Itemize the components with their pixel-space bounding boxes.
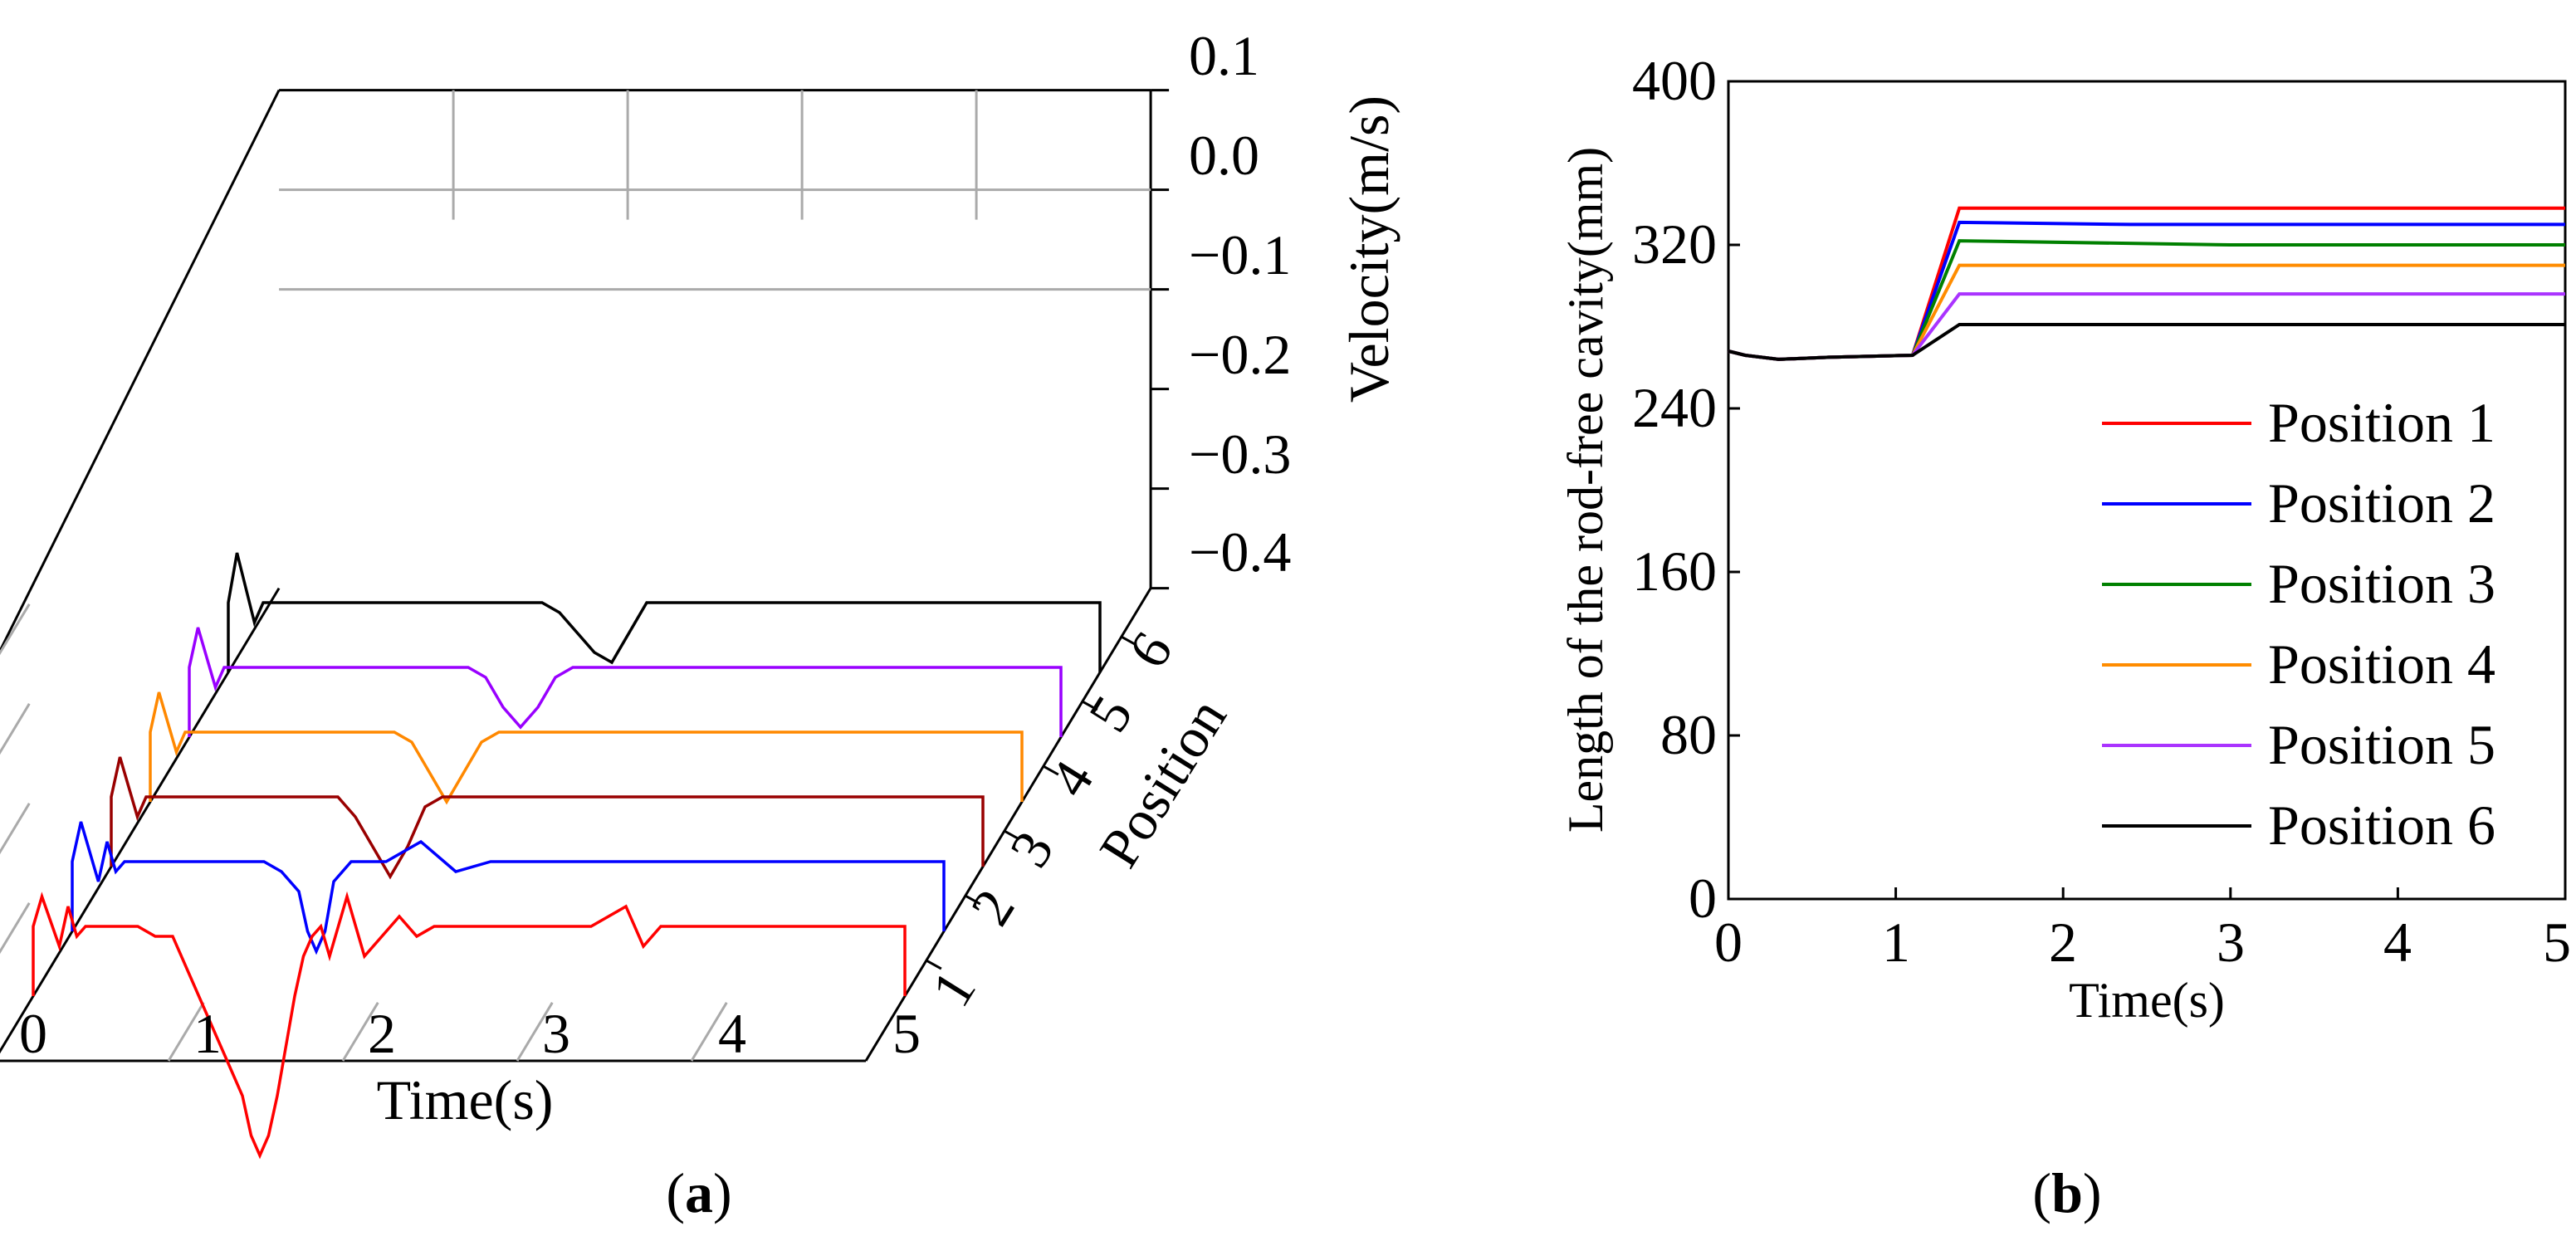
panel-a-velocity-tick-labels: 0.1 0.0 −0.1 −0.2 −0.3 −0.4 <box>1189 24 1291 584</box>
b-plot-frame <box>1727 80 2567 901</box>
a-x-tick-0: 0 <box>19 1002 47 1065</box>
a-grid-left-3 <box>0 603 31 656</box>
a-pos-tick-5: 5 <box>1076 685 1144 742</box>
panel-a-frame <box>0 89 1170 1063</box>
b-series-line-position-1 <box>1728 206 2565 361</box>
a-series-line-position-1 <box>32 891 907 1160</box>
a-frame-right-floor <box>864 587 1152 1062</box>
b-legend-label-position-2: Position 2 <box>2268 471 2495 535</box>
a-panel-letter: a <box>685 1161 713 1224</box>
b-series-line-position-3 <box>1728 239 2565 361</box>
a-x-tick-5: 5 <box>892 1002 921 1065</box>
b-series-line-position-4 <box>1728 263 2565 361</box>
b-legend-label-position-3: Position 3 <box>2268 552 2495 615</box>
panel-a-3d-velocity-chart: 0 1 2 3 4 5 Time(s) 1 2 3 4 5 6 Position… <box>0 24 1400 1224</box>
a-series-line-position-5 <box>188 627 1063 737</box>
b-y-tick-labels: 0 80 160 240 320 400 <box>1632 49 1717 930</box>
a-pos-tickmark-6 <box>1121 635 1137 647</box>
b-series-line-position-6 <box>1728 323 2565 361</box>
a-x-tick-1: 1 <box>193 1002 222 1065</box>
a-x-tick-2: 2 <box>368 1002 396 1065</box>
b-x-tick-2: 2 <box>2049 911 2077 974</box>
a-grid-left-1 <box>0 803 31 855</box>
a-pos-tickmark-1 <box>926 959 942 970</box>
a-grid-floor-3 <box>516 1002 554 1062</box>
a-grid-floor-4 <box>690 1002 728 1062</box>
a-series-line-position-2 <box>71 821 946 955</box>
b-y-tick-160: 160 <box>1632 540 1717 603</box>
a-frame-left-top <box>0 89 281 654</box>
a-z-tick-4: −0.3 <box>1189 423 1291 486</box>
a-x-tick-4: 4 <box>718 1002 746 1065</box>
b-y-tick-240: 240 <box>1632 376 1717 439</box>
a-pos-tick-1: 1 <box>919 960 987 1017</box>
a-panel-caption: (a) <box>666 1161 731 1224</box>
b-y-tick-400: 400 <box>1632 49 1717 112</box>
b-x-tick-3: 3 <box>2217 911 2245 974</box>
a-x-axis-label: Time(s) <box>377 1068 554 1131</box>
b-x-tick-0: 0 <box>1714 911 1743 974</box>
b-x-tick-5: 5 <box>2543 911 2571 974</box>
b-tick-marks <box>1727 80 2567 901</box>
a-pos-tick-6: 6 <box>1116 621 1184 678</box>
a-pos-tick-2: 2 <box>958 878 1026 936</box>
panel-a-x-tick-labels: 0 1 2 3 4 5 <box>19 1002 921 1065</box>
b-panel-caption: (b) <box>2032 1161 2101 1224</box>
b-y-tick-80: 80 <box>1660 703 1717 766</box>
b-x-tick-4: 4 <box>2383 911 2412 974</box>
b-legend: Position 1 Position 2 Position 3 Position 4… <box>2102 391 2495 857</box>
b-panel-letter: b <box>2051 1161 2083 1224</box>
a-series-line-position-4 <box>149 691 1024 805</box>
b-series-lines <box>1728 206 2565 361</box>
a-frame-left-floor <box>0 587 281 1054</box>
a-grid-floor-1 <box>167 1002 205 1062</box>
a-series-line-position-3 <box>110 756 985 880</box>
a-velocity-axis-label: Velocity(m/s) <box>1337 95 1400 403</box>
a-pos-tickmark-3 <box>1004 829 1020 841</box>
a-z-tick-1: 0.0 <box>1189 124 1259 187</box>
a-grid-floor-2 <box>341 1002 379 1062</box>
a-pos-tickmark-5 <box>1082 700 1098 711</box>
a-x-tick-3: 3 <box>542 1002 570 1065</box>
b-legend-label-position-6: Position 6 <box>2268 794 2495 857</box>
a-z-tick-2: −0.1 <box>1189 223 1291 286</box>
panel-b-cavity-length-chart: 0 80 160 240 320 400 0 1 2 3 4 5 Time(s)… <box>1558 49 2571 1224</box>
b-legend-label-position-4: Position 4 <box>2268 633 2495 696</box>
a-pos-tick-4: 4 <box>1037 750 1105 807</box>
b-x-tick-1: 1 <box>1882 911 1910 974</box>
b-x-tick-labels: 0 1 2 3 4 5 <box>1714 911 2571 974</box>
b-y-tick-320: 320 <box>1632 213 1717 276</box>
a-series-line-position-6 <box>227 552 1102 672</box>
b-y-tick-0: 0 <box>1689 867 1717 930</box>
b-x-axis-label: Time(s) <box>2069 973 2225 1028</box>
b-series-line-position-5 <box>1728 292 2565 361</box>
a-z-tick-3: −0.2 <box>1189 323 1291 386</box>
b-legend-label-position-5: Position 5 <box>2268 713 2495 776</box>
b-y-axis-label: Length of the rod-free cavity(mm) <box>1558 147 1613 833</box>
a-z-tick-0: 0.1 <box>1189 24 1259 87</box>
panel-a-series-lines <box>32 552 1102 1160</box>
a-pos-tickmark-2 <box>965 894 981 906</box>
a-grid-left-2 <box>0 703 31 755</box>
a-z-tick-5: −0.4 <box>1189 520 1291 584</box>
a-pos-tickmark-4 <box>1043 765 1059 776</box>
panel-a-gridlines <box>0 90 1151 1062</box>
a-grid-left-0 <box>0 902 31 955</box>
a-pos-tick-3: 3 <box>997 820 1065 877</box>
b-legend-label-position-1: Position 1 <box>2268 391 2495 454</box>
